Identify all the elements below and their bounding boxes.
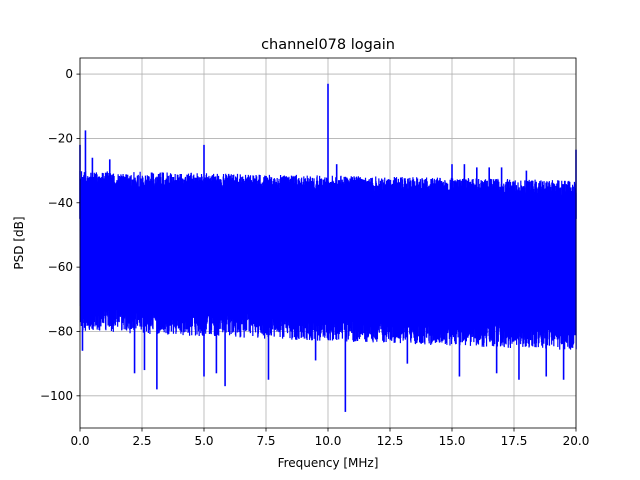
- y-tick-label: −20: [48, 131, 73, 145]
- y-tick-label: −60: [48, 260, 73, 274]
- x-tick-label: 2.5: [132, 434, 151, 448]
- x-tick-label: 10.0: [315, 434, 342, 448]
- y-axis-label: PSD [dB]: [12, 216, 26, 269]
- x-tick-label: 7.5: [256, 434, 275, 448]
- axis-ticks: 0.0 2.5 5.0 7.5 10.0 12.5 15.0 17.5 20.0 0 −20 −40 −…: [40, 67, 589, 448]
- x-tick-label: 15.0: [439, 434, 466, 448]
- plot-frame: [79, 57, 577, 429]
- x-tick-label: 17.5: [501, 434, 528, 448]
- x-axis-label: Frequency [MHz]: [278, 456, 379, 470]
- x-tick-label: 20.0: [563, 434, 590, 448]
- y-tick-label: −80: [48, 324, 73, 338]
- x-tick-label: 12.5: [377, 434, 404, 448]
- y-tick-label: −100: [40, 389, 73, 403]
- y-tick-label: 0: [65, 67, 73, 81]
- x-tick-label: 0.0: [70, 434, 89, 448]
- x-tick-label: 5.0: [194, 434, 213, 448]
- chart-title: channel078 logain: [261, 37, 395, 53]
- psd-trace: [79, 170, 577, 350]
- y-tick-label: −40: [48, 196, 73, 210]
